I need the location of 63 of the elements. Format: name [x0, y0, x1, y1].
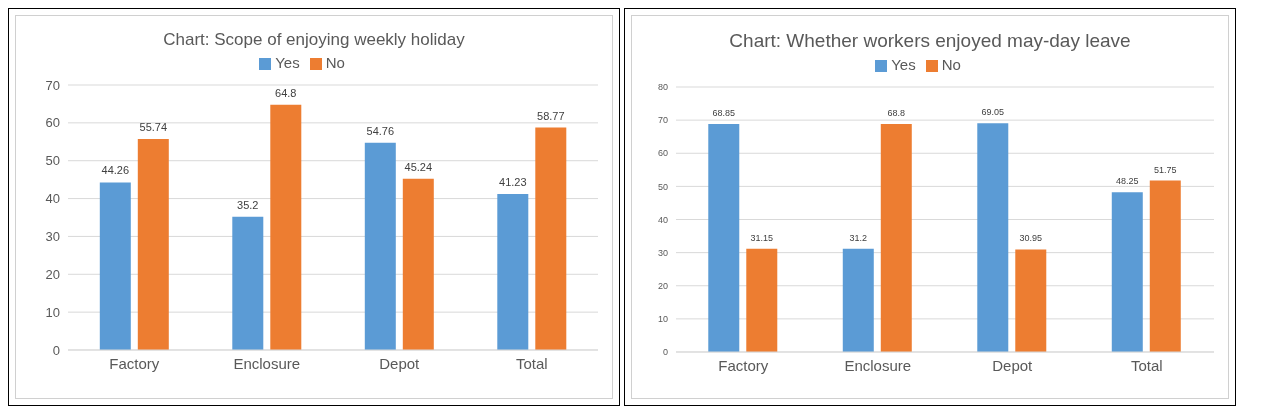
x-tick-label: Enclosure [233, 354, 301, 372]
y-tick-label: 10 [657, 314, 668, 325]
chart-title: Chart: Scope of enjoying weekly holiday [162, 30, 466, 50]
y-tick-label: 20 [45, 266, 60, 282]
chart-title: Chart: Whether workers enjoyed may-day leave [728, 30, 1132, 52]
x-tick-label: Factory [109, 354, 160, 372]
bar [1015, 249, 1047, 352]
data-label: 58.77 [537, 109, 565, 122]
data-label: 51.75 [1154, 164, 1177, 175]
data-label: 68.8 [887, 108, 906, 119]
y-tick-label: 70 [657, 115, 668, 126]
legend-label: Yes [891, 56, 916, 73]
x-tick-label: Enclosure [844, 356, 912, 374]
legend-label: No [325, 54, 345, 71]
y-tick-label: 60 [45, 115, 60, 131]
data-label: 41.23 [499, 175, 527, 188]
data-label: 44.26 [101, 164, 130, 177]
bar [270, 104, 302, 350]
x-tick-label: Total [515, 354, 548, 372]
bar [880, 124, 912, 352]
data-label: 68.85 [712, 107, 736, 118]
bar [535, 127, 567, 350]
bar [497, 193, 529, 350]
y-tick-label: 30 [657, 247, 668, 258]
x-tick-label: Total [1130, 356, 1163, 374]
data-label: 69.05 [981, 107, 1005, 118]
legend-label: No [941, 56, 961, 73]
x-tick-label: Depot [992, 356, 1034, 374]
data-label: 54.76 [366, 124, 395, 137]
bar [402, 178, 434, 350]
y-tick-label: 70 [45, 77, 60, 93]
y-tick-label: 30 [45, 229, 60, 245]
y-tick-label: 60 [657, 148, 668, 159]
y-tick-label: 80 [657, 82, 668, 93]
y-tick-label: 50 [657, 181, 668, 192]
x-tick-label: Factory [718, 356, 769, 374]
data-label: 64.8 [275, 86, 297, 99]
bar [137, 138, 169, 350]
bar [364, 142, 396, 350]
bar [746, 248, 778, 352]
data-label: 30.95 [1019, 233, 1043, 244]
y-tick-label: 20 [657, 280, 668, 291]
bar [1149, 180, 1181, 352]
data-label: 35.2 [237, 198, 259, 211]
legend-label: Yes [275, 54, 300, 71]
data-label: 55.74 [139, 120, 168, 133]
data-label: 45.24 [404, 160, 433, 173]
bar [232, 216, 264, 350]
y-tick-label: 50 [45, 153, 60, 169]
data-label: 48.25 [1116, 176, 1139, 187]
bar [99, 182, 131, 350]
y-tick-label: 0 [52, 342, 60, 358]
data-label: 31.2 [849, 232, 868, 243]
bar [842, 248, 874, 352]
y-tick-label: 0 [662, 347, 668, 358]
y-tick-label: 40 [657, 214, 668, 225]
y-tick-label: 10 [45, 304, 60, 320]
x-tick-label: Depot [379, 354, 421, 372]
bar [977, 123, 1009, 352]
y-tick-label: 40 [45, 191, 60, 207]
bar [708, 123, 740, 352]
data-label: 31.15 [750, 232, 774, 243]
bar [1111, 192, 1143, 352]
